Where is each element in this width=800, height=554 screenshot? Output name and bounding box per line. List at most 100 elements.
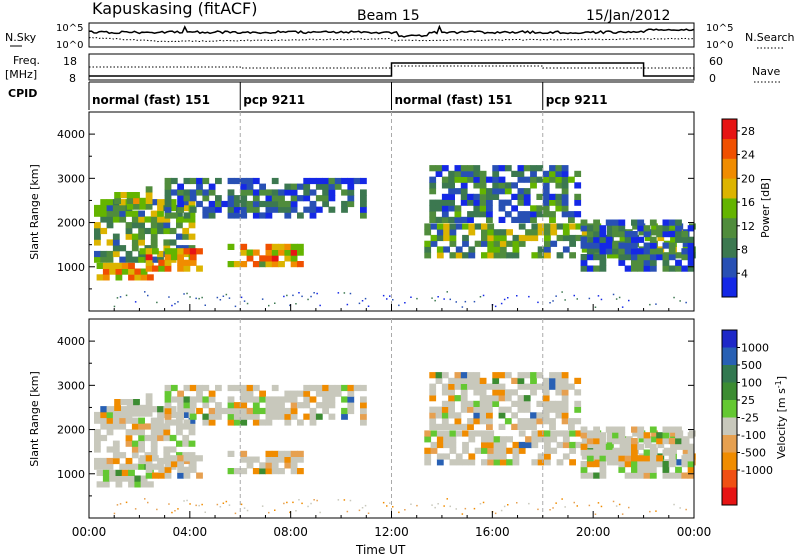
- power-cell: [612, 231, 619, 238]
- power-cell: [436, 252, 444, 259]
- power-cell: [429, 176, 437, 183]
- power-cell: [656, 225, 663, 232]
- power-cell: [486, 216, 493, 223]
- velocity-cell: [504, 406, 512, 413]
- power-cell: [662, 225, 670, 232]
- velocity-cell: [319, 511, 321, 514]
- power-cell: [246, 255, 254, 262]
- velocity-cell: [106, 423, 114, 430]
- power-cell: [112, 204, 120, 212]
- velocity-cell: [170, 384, 178, 392]
- velocity-cell: [607, 459, 614, 466]
- power-cell: [334, 183, 342, 190]
- velocity-cell: [309, 419, 317, 426]
- power-cell: [586, 265, 594, 272]
- power-cell: [169, 239, 177, 246]
- power-cell: [208, 200, 216, 208]
- power-cell: [643, 248, 651, 255]
- power-cell: [580, 242, 588, 249]
- power-cell: [246, 189, 254, 196]
- velocity-cell: [441, 372, 449, 379]
- power-cell: [588, 234, 595, 242]
- power-cell: [481, 234, 488, 242]
- velocity-cell: [265, 468, 273, 475]
- velocity-cell: [624, 472, 632, 479]
- power-cell: [599, 231, 607, 238]
- power-cell: [163, 227, 171, 235]
- velocity-cell: [618, 466, 626, 473]
- power-cell: [511, 182, 518, 189]
- y-tick-label: 4000: [57, 335, 85, 348]
- velocity-cell: [638, 436, 646, 443]
- velocity-cell: [517, 395, 525, 402]
- velocity-cell: [649, 426, 657, 433]
- power-cell: [462, 252, 469, 259]
- power-cell: [523, 188, 531, 195]
- power-cell: [424, 252, 432, 259]
- velocity-cell: [607, 430, 614, 437]
- velocity-cell: [449, 441, 457, 449]
- x-tick-label: 20:00: [576, 525, 611, 539]
- power-cell: [157, 210, 164, 217]
- power-cell: [643, 254, 651, 261]
- velocity-cell: [274, 509, 276, 511]
- power-cell: [479, 205, 487, 212]
- velocity-cell: [240, 396, 248, 403]
- velocity-cell: [479, 377, 487, 384]
- power-cell: [649, 242, 657, 249]
- power-cell: [138, 222, 145, 229]
- power-cell: [549, 165, 556, 172]
- power-colorbar-tick-label: 28: [741, 125, 755, 138]
- power-cell: [429, 165, 437, 172]
- power-cell: [309, 177, 317, 185]
- power-cell: [112, 239, 120, 246]
- power-cell: [498, 176, 506, 183]
- power-cell: [188, 233, 196, 240]
- velocity-cell: [581, 436, 589, 443]
- power-cell: [624, 254, 632, 261]
- velocity-cell: [656, 455, 663, 462]
- velocity-cell: [599, 466, 607, 473]
- power-cell: [631, 259, 638, 266]
- power-cell: [443, 223, 450, 230]
- velocity-cell: [233, 402, 241, 409]
- velocity-cell: [347, 402, 355, 409]
- velocity-cell: [687, 461, 695, 468]
- power-cell: [675, 236, 682, 243]
- power-cell: [448, 205, 455, 212]
- velocity-cell: [531, 459, 539, 466]
- freq-unit-label: [MHz]: [5, 68, 37, 81]
- date-title: 15/Jan/2012: [586, 8, 670, 24]
- power-cell: [278, 200, 285, 208]
- velocity-cell: [177, 396, 184, 403]
- power-cell: [265, 189, 273, 196]
- power-cell: [150, 222, 158, 229]
- power-cell: [441, 216, 449, 223]
- power-cell: [150, 199, 158, 206]
- nave-series: [89, 65, 694, 69]
- power-cell: [448, 170, 455, 177]
- velocity-cell: [297, 456, 304, 463]
- power-cell: [569, 234, 576, 242]
- power-cell: [271, 206, 279, 213]
- velocity-cell: [474, 447, 482, 454]
- velocity-cell: [156, 508, 158, 511]
- velocity-cell: [429, 383, 437, 390]
- velocity-cell: [441, 400, 449, 407]
- power-cell: [675, 259, 682, 266]
- velocity-cell: [656, 461, 663, 468]
- velocity-cell: [593, 461, 600, 468]
- velocity-cell: [670, 441, 677, 449]
- velocity-cell: [544, 441, 551, 449]
- velocity-cell: [112, 446, 120, 453]
- power-cell: [618, 231, 626, 238]
- velocity-cell: [443, 505, 445, 507]
- velocity-cell: [164, 466, 172, 473]
- power-cell: [119, 296, 122, 298]
- power-cell: [189, 248, 197, 255]
- velocity-cell: [138, 423, 145, 430]
- velocity-cell: [126, 410, 134, 417]
- velocity-cell: [114, 399, 121, 406]
- power-cell: [618, 296, 621, 299]
